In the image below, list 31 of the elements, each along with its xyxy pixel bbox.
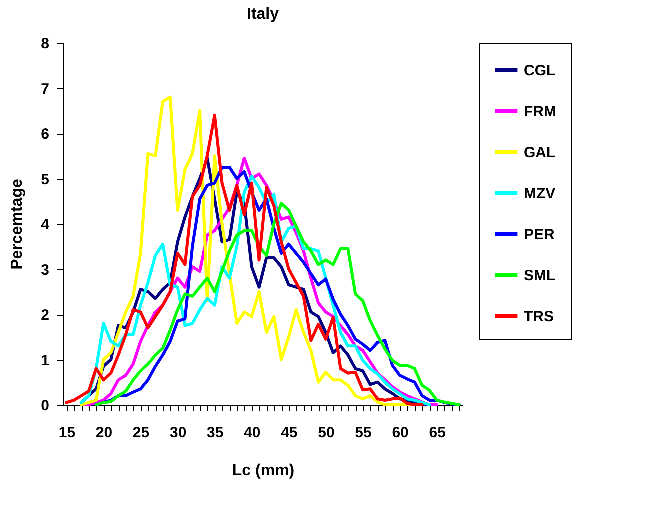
x-tick-label: 15 <box>58 424 76 442</box>
legend-label: GAL <box>524 144 556 162</box>
legend-label: PER <box>524 226 556 244</box>
x-axis-title: Lc (mm) <box>232 462 295 480</box>
x-tick-label: 65 <box>429 424 446 442</box>
y-tick-label: 5 <box>41 171 50 188</box>
y-tick-label: 0 <box>41 398 50 414</box>
legend-label: FRM <box>524 104 556 120</box>
y-tick-label: 2 <box>41 307 50 324</box>
x-tick-label: 30 <box>170 424 187 442</box>
x-tick-label: 20 <box>96 424 113 442</box>
y-tick-label: 7 <box>41 80 50 98</box>
legend-label: CGL <box>524 62 556 80</box>
line-series <box>94 202 461 406</box>
x-tick-label: 45 <box>281 424 298 442</box>
x-tick-label: 50 <box>318 424 335 442</box>
x-tick-label: 60 <box>392 424 409 442</box>
x-tick-label: 25 <box>132 424 150 442</box>
legend-label: MZV <box>524 186 556 202</box>
y-axis-title: Percemtage <box>9 179 26 270</box>
x-tick-label: 40 <box>244 424 261 442</box>
y-tick-label: 4 <box>41 216 50 234</box>
chart-title: Italy <box>246 6 280 23</box>
legend-label: SML <box>524 268 556 284</box>
y-tick-label: 3 <box>41 262 50 279</box>
y-tick-label: 6 <box>41 126 50 143</box>
x-tick-label: 35 <box>207 424 224 442</box>
y-tick-label: 1 <box>41 352 50 370</box>
x-tick-label: 55 <box>355 424 372 442</box>
legend-label: TRS <box>524 308 554 326</box>
y-tick-label: 8 <box>41 36 50 52</box>
